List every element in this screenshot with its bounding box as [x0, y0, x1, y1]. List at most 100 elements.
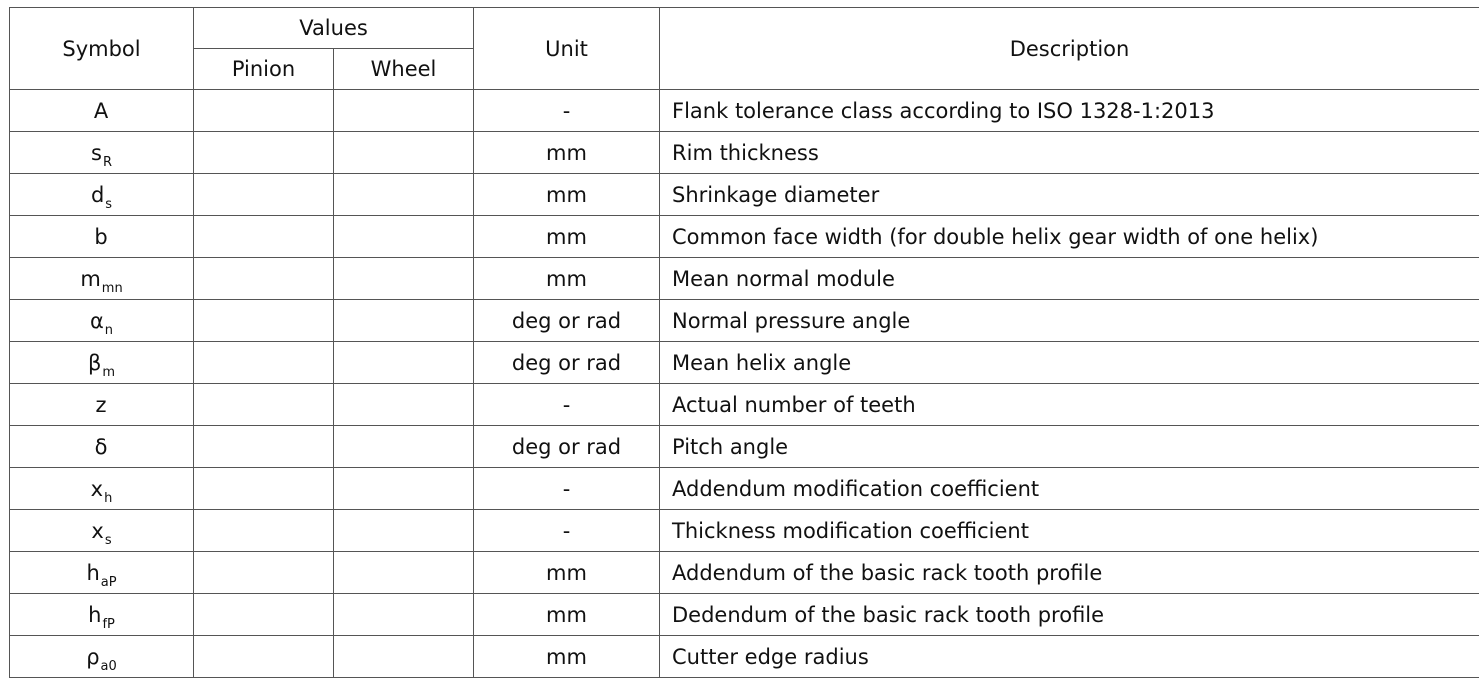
symbol-subscript: a0	[100, 658, 117, 674]
wheel-value-cell	[332, 383, 475, 426]
wheel-value-cell	[332, 467, 475, 510]
symbol-subscript: fP	[102, 616, 115, 632]
symbol-subscript: s	[105, 196, 113, 212]
table-row: xs - Thickness modification coefficient	[9, 509, 1479, 552]
symbol-base: h	[86, 560, 100, 585]
symbol-base: α	[89, 308, 104, 333]
symbol-base: ρ	[86, 644, 100, 669]
symbol-base: δ	[94, 434, 108, 459]
symbol-cell: xs	[9, 509, 194, 552]
symbol-base: d	[90, 182, 105, 207]
description-cell: Mean normal module	[659, 257, 1479, 300]
description-cell: Normal pressure angle	[659, 299, 1479, 342]
symbol-cell: z	[9, 383, 194, 426]
description-cell: Shrinkage diameter	[659, 173, 1479, 216]
pinion-value-cell	[193, 635, 334, 678]
table-row: ρa0 mm Cutter edge radius	[9, 635, 1479, 678]
table-row: b mm Common face width (for double helix…	[9, 215, 1479, 258]
symbol-subscript: m	[102, 364, 116, 380]
symbol-cell: A	[9, 89, 194, 132]
symbol-cell: sR	[9, 131, 194, 174]
description-cell: Mean helix angle	[659, 341, 1479, 384]
table-row: mmn mm Mean normal module	[9, 257, 1479, 300]
pinion-value-cell	[193, 551, 334, 594]
header-unit: Unit	[473, 7, 661, 90]
unit-cell: mm	[473, 551, 661, 594]
symbol-base: z	[95, 392, 107, 417]
symbol-base: x	[91, 518, 104, 543]
gear-parameter-table: Symbol Values Unit Description Pinion Wh…	[9, 7, 1479, 678]
table-row: A - Flank tolerance class according to I…	[9, 89, 1479, 132]
unit-cell: -	[473, 467, 661, 510]
wheel-value-cell	[332, 257, 475, 300]
symbol-cell: hfP	[9, 593, 194, 636]
wheel-value-cell	[332, 635, 475, 678]
symbol-cell: ds	[9, 173, 194, 216]
symbol-cell: haP	[9, 551, 194, 594]
description-cell: Rim thickness	[659, 131, 1479, 174]
table-row: ds mm Shrinkage diameter	[9, 173, 1479, 216]
description-cell: Dedendum of the basic rack tooth profile	[659, 593, 1479, 636]
pinion-value-cell	[193, 89, 334, 132]
pinion-value-cell	[193, 383, 334, 426]
header-description: Description	[659, 7, 1479, 90]
unit-cell: mm	[473, 635, 661, 678]
symbol-subscript: n	[104, 322, 114, 338]
symbol-base: x	[90, 476, 104, 501]
wheel-value-cell	[332, 551, 475, 594]
unit-cell: mm	[473, 257, 661, 300]
table-row: haP mm Addendum of the basic rack tooth …	[9, 551, 1479, 594]
pinion-value-cell	[193, 593, 334, 636]
unit-cell: -	[473, 89, 661, 132]
symbol-base: A	[93, 98, 109, 123]
symbol-cell: βm	[9, 341, 194, 384]
symbol-base: b	[94, 224, 108, 249]
description-cell: Pitch angle	[659, 425, 1479, 468]
table-row: δ deg or rad Pitch angle	[9, 425, 1479, 468]
header-wheel: Wheel	[332, 48, 475, 90]
wheel-value-cell	[332, 299, 475, 342]
symbol-subscript: R	[102, 154, 112, 170]
pinion-value-cell	[193, 131, 334, 174]
wheel-value-cell	[332, 593, 475, 636]
table-row: βm deg or rad Mean helix angle	[9, 341, 1479, 384]
unit-cell: mm	[473, 173, 661, 216]
unit-cell: deg or rad	[473, 299, 661, 342]
pinion-value-cell	[193, 509, 334, 552]
header-pinion: Pinion	[193, 48, 334, 90]
table-row: hfP mm Dedendum of the basic rack tooth …	[9, 593, 1479, 636]
symbol-base: h	[88, 602, 102, 627]
symbol-base: β	[87, 350, 102, 375]
symbol-subscript: h	[104, 490, 113, 506]
description-cell: Thickness modification coefficient	[659, 509, 1479, 552]
pinion-value-cell	[193, 173, 334, 216]
description-cell: Flank tolerance class according to ISO 1…	[659, 89, 1479, 132]
table-row: sR mm Rim thickness	[9, 131, 1479, 174]
parameter-table-container: Symbol Values Unit Description Pinion Wh…	[9, 7, 1479, 678]
symbol-subscript: s	[104, 532, 112, 548]
description-cell: Cutter edge radius	[659, 635, 1479, 678]
description-cell: Addendum of the basic rack tooth profile	[659, 551, 1479, 594]
unit-cell: mm	[473, 131, 661, 174]
unit-cell: -	[473, 509, 661, 552]
symbol-subscript: aP	[100, 574, 117, 590]
symbol-cell: δ	[9, 425, 194, 468]
wheel-value-cell	[332, 509, 475, 552]
wheel-value-cell	[332, 341, 475, 384]
wheel-value-cell	[332, 215, 475, 258]
description-cell: Addendum modification coefficient	[659, 467, 1479, 510]
unit-cell: mm	[473, 215, 661, 258]
symbol-cell: b	[9, 215, 194, 258]
unit-cell: deg or rad	[473, 425, 661, 468]
table-header: Symbol Values Unit Description Pinion Wh…	[9, 7, 1479, 90]
symbol-cell: αn	[9, 299, 194, 342]
pinion-value-cell	[193, 299, 334, 342]
unit-cell: -	[473, 383, 661, 426]
pinion-value-cell	[193, 341, 334, 384]
pinion-value-cell	[193, 215, 334, 258]
symbol-cell: xh	[9, 467, 194, 510]
pinion-value-cell	[193, 467, 334, 510]
symbol-subscript: mn	[101, 280, 123, 296]
wheel-value-cell	[332, 89, 475, 132]
header-symbol: Symbol	[9, 7, 194, 90]
